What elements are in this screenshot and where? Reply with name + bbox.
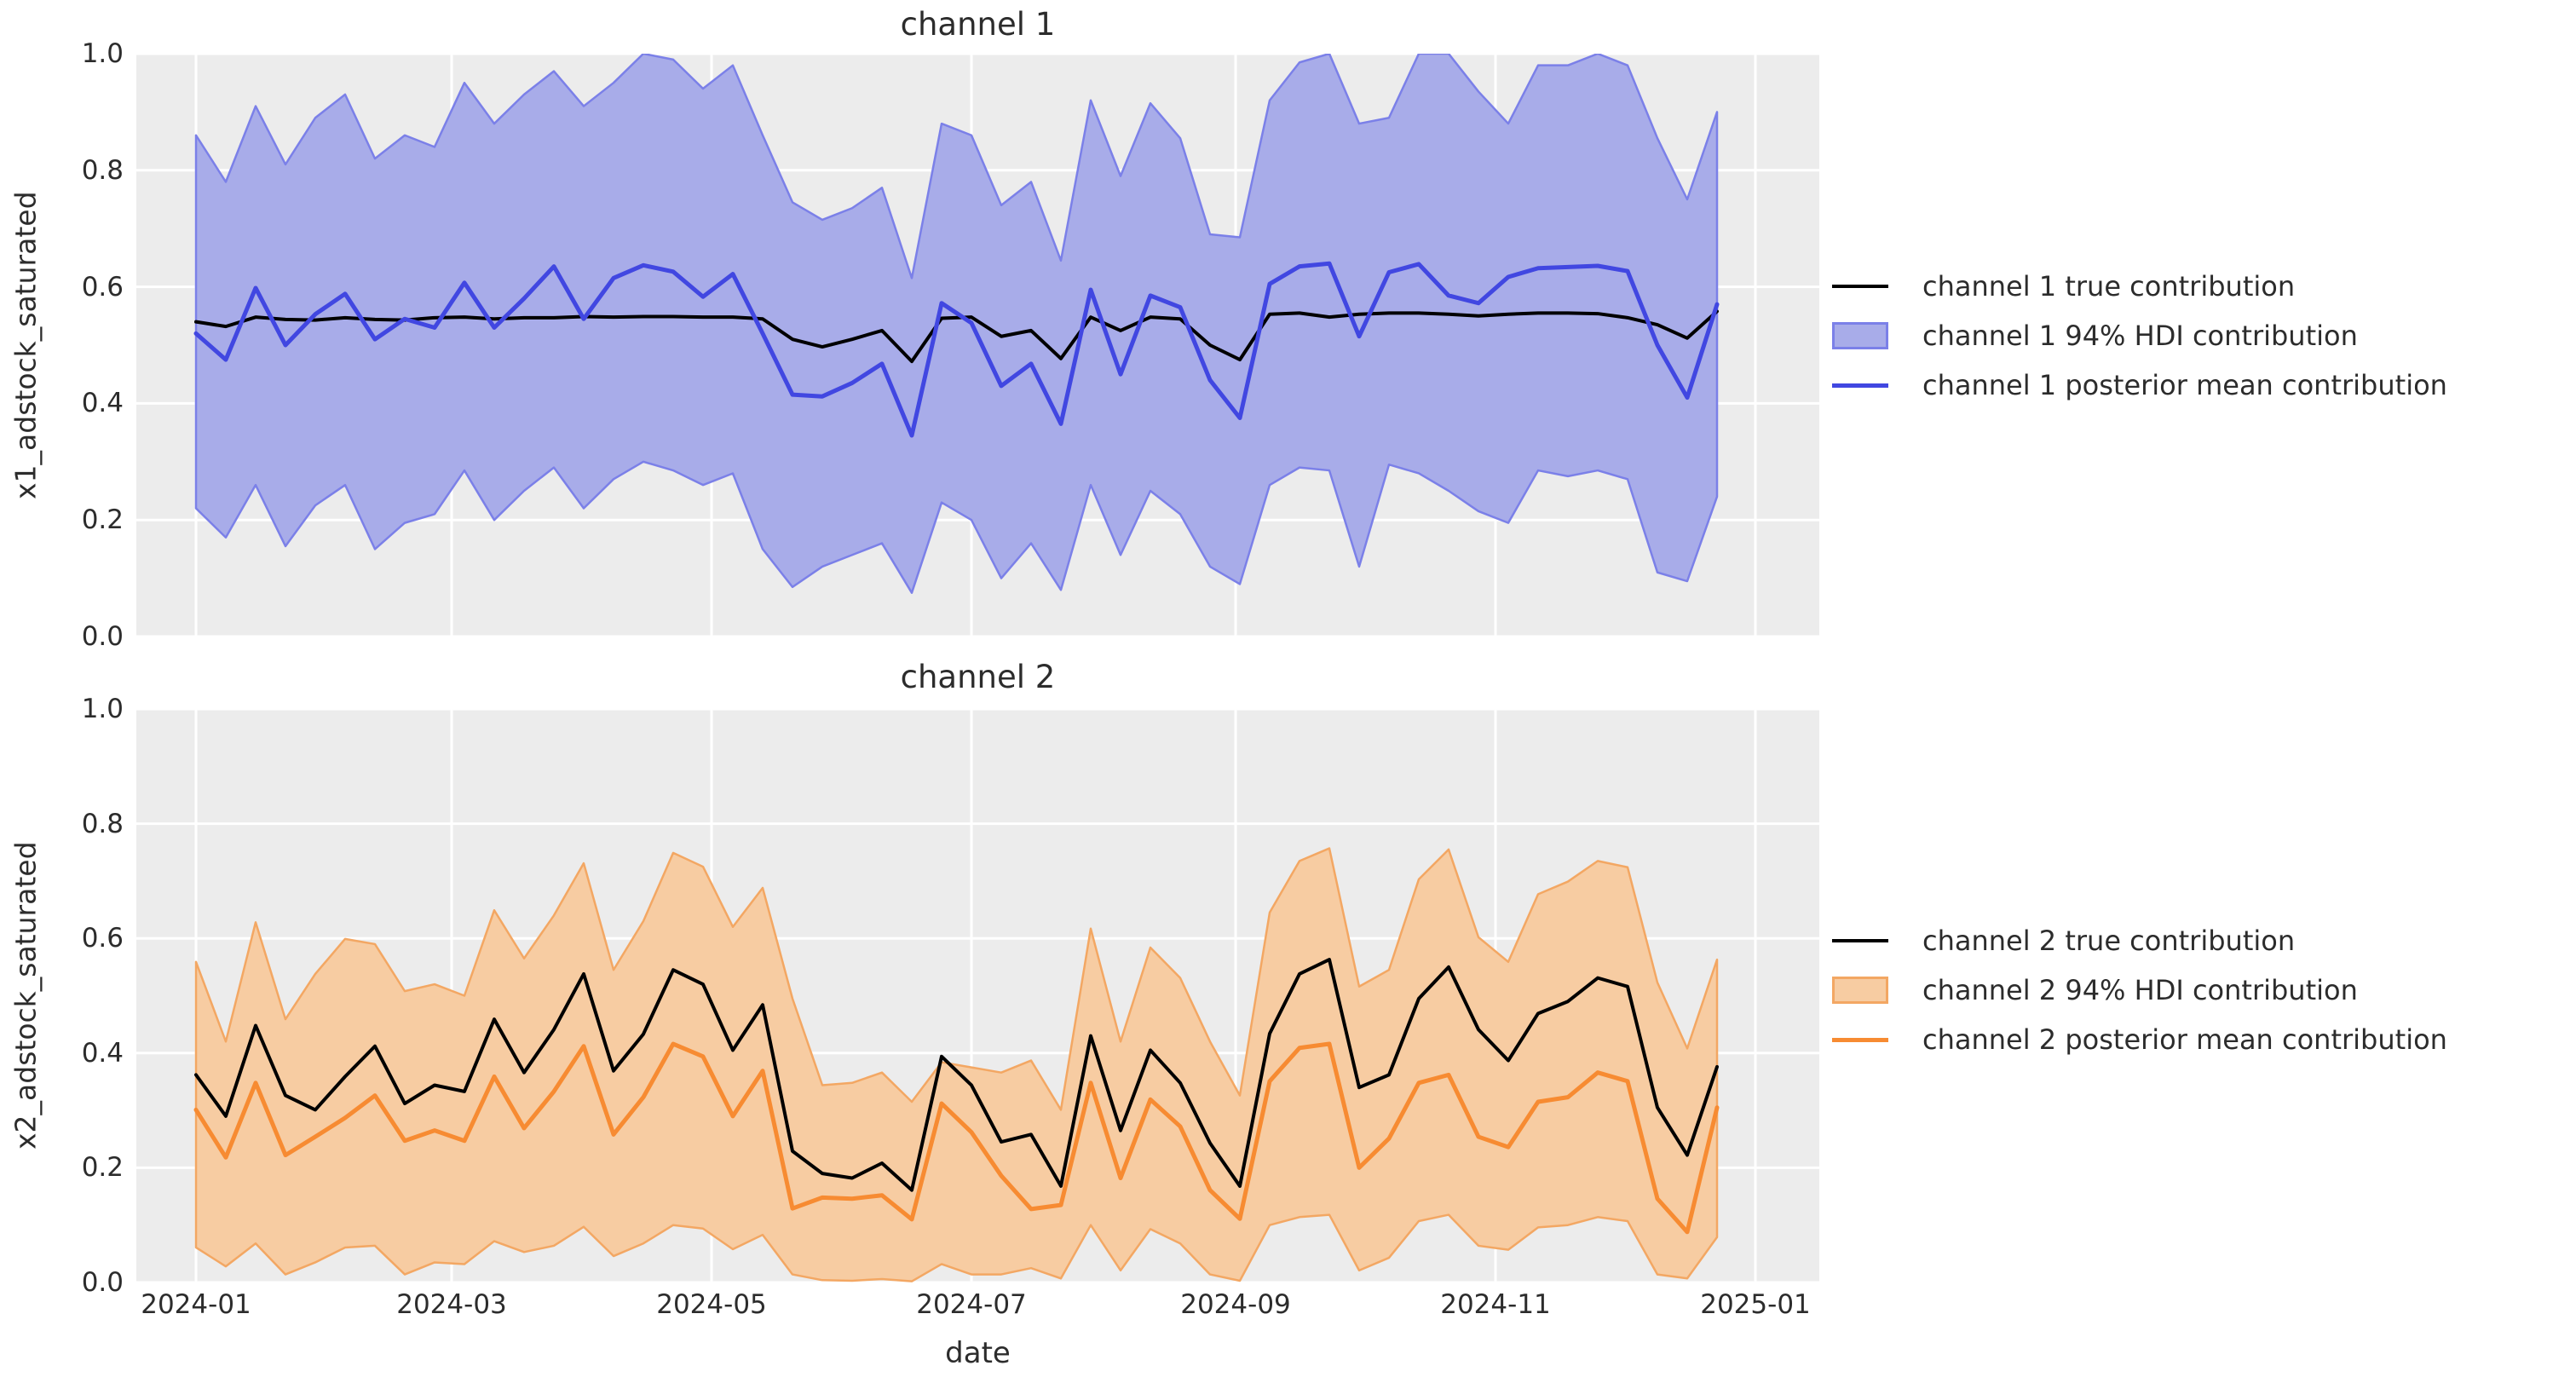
line-swatch-icon	[1832, 383, 1888, 388]
hdi-band-swatch-icon	[1832, 322, 1888, 349]
chart-2-legend-item-2: channel 2 posterior mean contribution	[1832, 1023, 2447, 1056]
line-swatch-icon	[1832, 1037, 1888, 1042]
hdi-band-swatch-icon	[1832, 977, 1888, 1004]
chart-1-ytick-0.8: 0.8	[81, 154, 124, 186]
x-axis-tick-2024-05: 2024-05	[656, 1289, 767, 1320]
chart-2-ytick-0.0: 0.0	[81, 1267, 124, 1298]
legend-label: channel 2 true contribution	[1922, 925, 2296, 957]
chart-1-ylabel: x1_adstock_saturated	[9, 191, 43, 499]
chart-1-ytick-0.4: 0.4	[81, 388, 124, 419]
x-axis-tick-2024-01: 2024-01	[141, 1289, 251, 1320]
chart-2-ytick-1.0: 1.0	[81, 694, 124, 724]
x-axis-tick-2024-03: 2024-03	[396, 1289, 507, 1320]
chart-1-ytick-0.2: 0.2	[81, 504, 124, 536]
chart-2-ytick-0.6: 0.6	[81, 923, 124, 954]
chart-2-legend: channel 2 true contribution channel 2 94%…	[1832, 925, 2447, 1074]
chart-1-ytick-0.0: 0.0	[81, 621, 124, 652]
legend-label: channel 1 true contribution	[1922, 270, 2296, 303]
chart-1-ytick-1.0: 1.0	[81, 38, 124, 69]
chart-2-legend-item-0: channel 2 true contribution	[1832, 925, 2447, 957]
legend-label: channel 1 posterior mean contribution	[1922, 369, 2447, 401]
x-axis-tick-2024-11: 2024-11	[1440, 1289, 1551, 1320]
x-axis-label: date	[945, 1336, 1011, 1370]
chart-2-ylabel: x2_adstock_saturated	[9, 841, 43, 1150]
chart-2-legend-item-1: channel 2 94% HDI contribution	[1832, 974, 2447, 1006]
chart-1-legend-item-0: channel 1 true contribution	[1832, 270, 2447, 303]
chart-1-title: channel 1	[900, 6, 1056, 43]
chart-1-legend: channel 1 true contribution channel 1 94%…	[1832, 270, 2447, 419]
chart-1-legend-item-2: channel 1 posterior mean contribution	[1832, 369, 2447, 401]
x-axis-tick-2024-07: 2024-07	[916, 1289, 1027, 1320]
chart-2-ytick-0.2: 0.2	[81, 1152, 124, 1184]
chart-2-ytick-0.8: 0.8	[81, 808, 124, 839]
chart-2-title: channel 2	[900, 659, 1056, 695]
x-axis-tick-2025-01: 2025-01	[1700, 1289, 1811, 1320]
line-swatch-icon	[1832, 939, 1888, 942]
legend-label: channel 2 94% HDI contribution	[1922, 974, 2358, 1006]
chart-2-ytick-0.4: 0.4	[81, 1037, 124, 1069]
x-axis-tick-2024-09: 2024-09	[1180, 1289, 1291, 1320]
chart-2-plot-area	[136, 709, 1819, 1282]
legend-label: channel 2 posterior mean contribution	[1922, 1023, 2447, 1056]
line-swatch-icon	[1832, 285, 1888, 288]
chart-1-legend-item-1: channel 1 94% HDI contribution	[1832, 320, 2447, 352]
chart-1-plot-area	[136, 54, 1819, 637]
legend-label: channel 1 94% HDI contribution	[1922, 320, 2358, 352]
chart-1-ytick-0.6: 0.6	[81, 271, 124, 303]
